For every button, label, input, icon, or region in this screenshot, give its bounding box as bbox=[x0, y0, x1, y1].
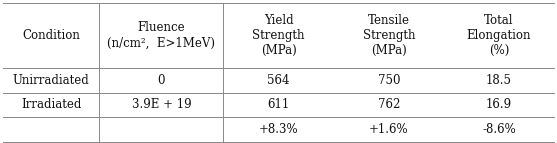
Text: Tensile
Strength
(MPa): Tensile Strength (MPa) bbox=[363, 14, 415, 57]
Text: Unirradiated: Unirradiated bbox=[13, 74, 90, 87]
Text: 564: 564 bbox=[267, 74, 290, 87]
Text: Condition: Condition bbox=[22, 29, 80, 42]
Text: 0: 0 bbox=[158, 74, 165, 87]
Text: 18.5: 18.5 bbox=[486, 74, 512, 87]
Text: Total
Elongation
(%): Total Elongation (%) bbox=[467, 14, 531, 57]
Text: -8.6%: -8.6% bbox=[482, 123, 516, 136]
Text: Yield
Strength
(MPa): Yield Strength (MPa) bbox=[252, 14, 305, 57]
Text: Fluence
(n/cm²,  E>1MeV): Fluence (n/cm², E>1MeV) bbox=[108, 21, 216, 49]
Text: +1.6%: +1.6% bbox=[369, 123, 409, 136]
Text: 762: 762 bbox=[378, 98, 400, 111]
Text: +8.3%: +8.3% bbox=[258, 123, 299, 136]
Text: Irradiated: Irradiated bbox=[21, 98, 81, 111]
Text: 16.9: 16.9 bbox=[486, 98, 512, 111]
Text: 750: 750 bbox=[378, 74, 400, 87]
Text: 3.9E + 19: 3.9E + 19 bbox=[131, 98, 191, 111]
Text: 611: 611 bbox=[267, 98, 290, 111]
